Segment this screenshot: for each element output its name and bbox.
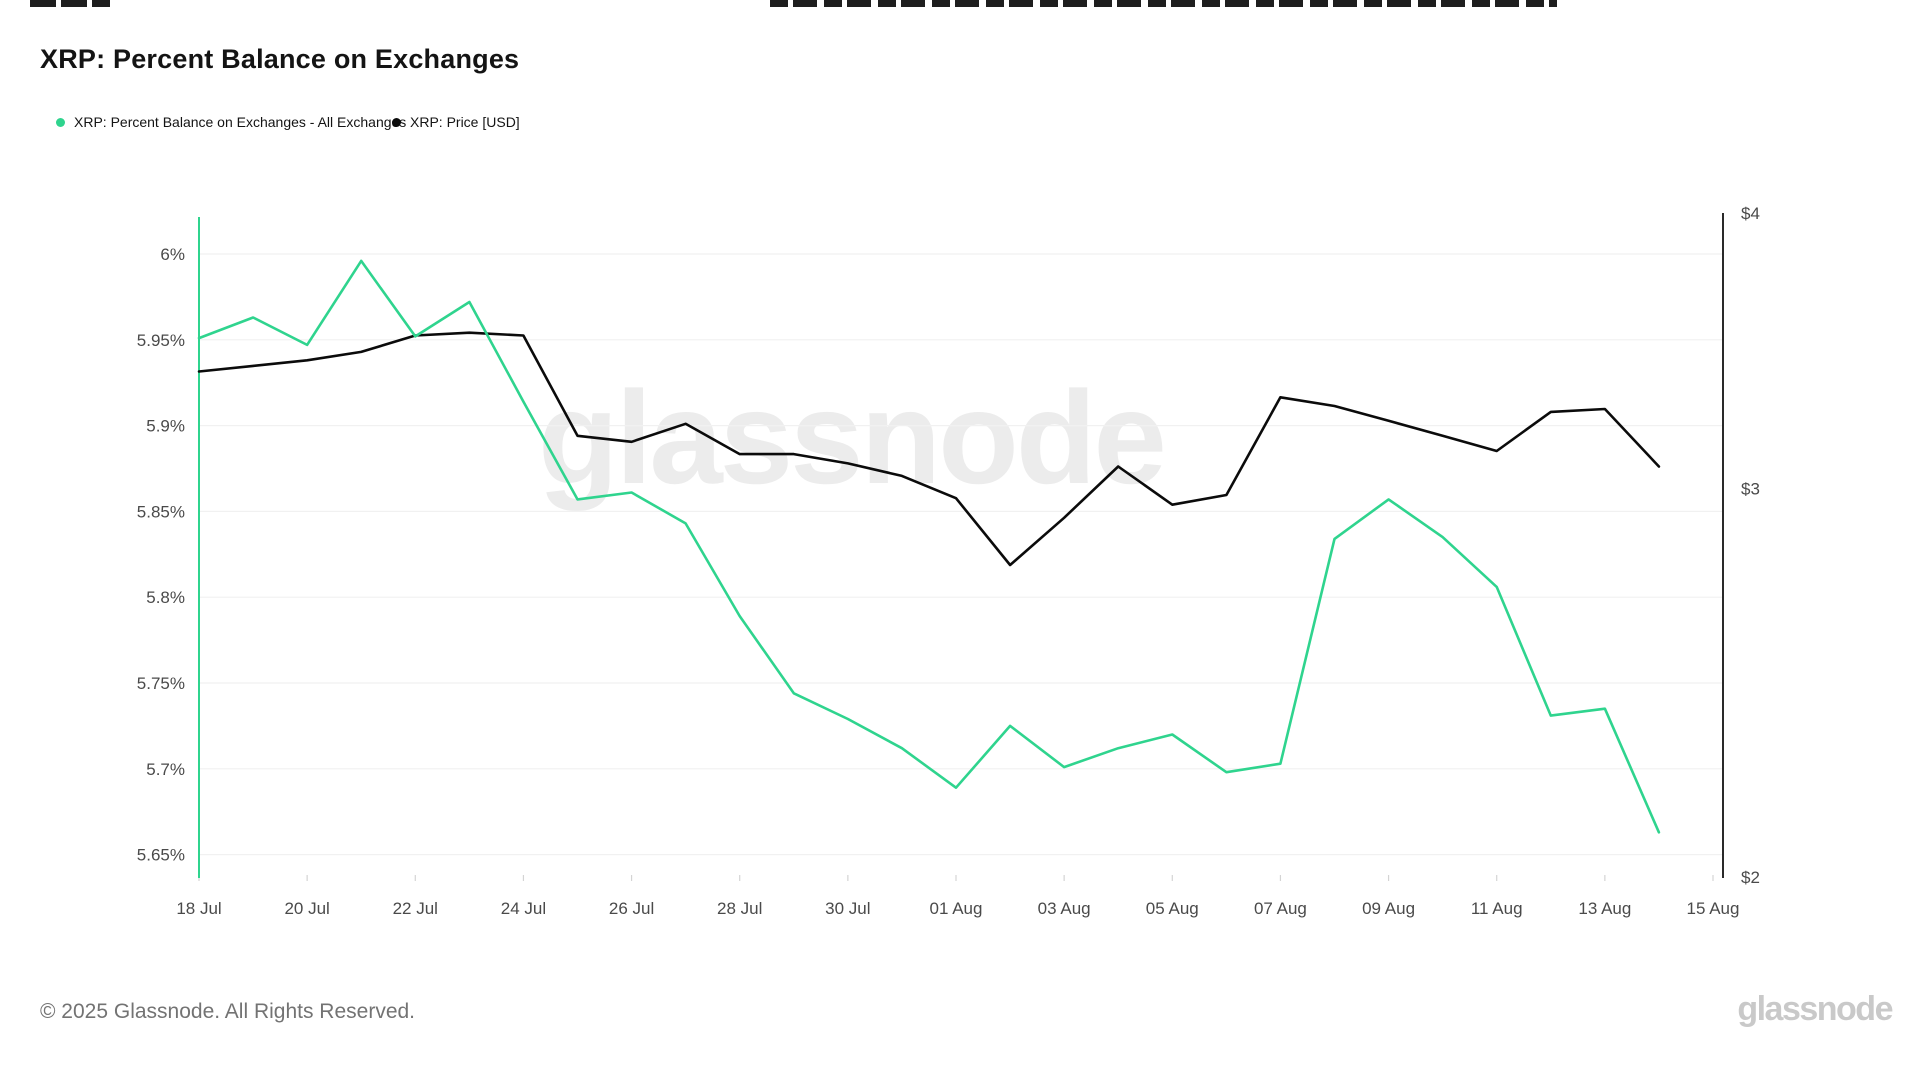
x-axis-label: 15 Aug xyxy=(1687,899,1740,918)
chart-area[interactable]: 6% 5.95% 5.9% 5.85% 5.8% 5.75% 5.7% 5.65% $4 $3 $2… xyxy=(0,0,1920,960)
legend-item-price[interactable]: XRP: Price [USD] xyxy=(392,114,520,130)
y-axis-label-left: 5.75% xyxy=(137,674,185,693)
y-axis-label-left: 6% xyxy=(160,245,185,264)
x-axis-label: 09 Aug xyxy=(1362,899,1415,918)
percent-balance-series-line xyxy=(197,259,1661,834)
legend-item-percent-balance[interactable]: XRP: Percent Balance on Exchanges - All … xyxy=(56,114,406,130)
y-axis-label-left: 5.95% xyxy=(137,331,185,350)
x-axis-label: 26 Jul xyxy=(609,899,654,918)
y-axis-label-left: 5.7% xyxy=(146,760,185,779)
y-axis-label-right: $2 xyxy=(1741,868,1760,887)
x-axis-label: 30 Jul xyxy=(825,899,870,918)
x-axis-label: 20 Jul xyxy=(284,899,329,918)
x-axis-label: 18 Jul xyxy=(176,899,221,918)
black-series-dot-icon xyxy=(392,117,401,127)
clipped-text-artifact xyxy=(30,0,110,7)
legend-label: XRP: Percent Balance on Exchanges - All … xyxy=(74,114,407,130)
price-series-line xyxy=(197,331,1661,567)
y-axis-label-right: $3 xyxy=(1741,480,1760,499)
y-axis-label-left: 5.8% xyxy=(146,588,185,607)
green-series-dot-icon xyxy=(56,117,65,127)
x-axis-label: 01 Aug xyxy=(930,899,983,918)
x-axis-label: 28 Jul xyxy=(717,899,762,918)
x-axis-label: 03 Aug xyxy=(1038,899,1091,918)
x-axis-label: 13 Aug xyxy=(1578,899,1631,918)
y-axis-label-right: $4 xyxy=(1741,204,1760,223)
y-axis-label-left: 5.65% xyxy=(137,846,185,865)
clipped-text-artifact xyxy=(770,0,1557,7)
x-axis-label: 05 Aug xyxy=(1146,899,1199,918)
glassnode-logo: glassnode xyxy=(1737,990,1893,1028)
copyright-text: © 2025 Glassnode. All Rights Reserved. xyxy=(40,1000,416,1023)
x-axis-label: 07 Aug xyxy=(1254,899,1307,918)
y-axis-label-left: 5.85% xyxy=(137,502,185,521)
y-axis-label-left: 5.9% xyxy=(146,417,185,436)
x-axis-label: 22 Jul xyxy=(393,899,438,918)
x-axis-label: 11 Aug xyxy=(1471,899,1523,918)
page-title: XRP: Percent Balance on Exchanges xyxy=(40,44,520,74)
x-axis-label: 24 Jul xyxy=(501,899,546,918)
legend-label: XRP: Price [USD] xyxy=(410,114,520,130)
